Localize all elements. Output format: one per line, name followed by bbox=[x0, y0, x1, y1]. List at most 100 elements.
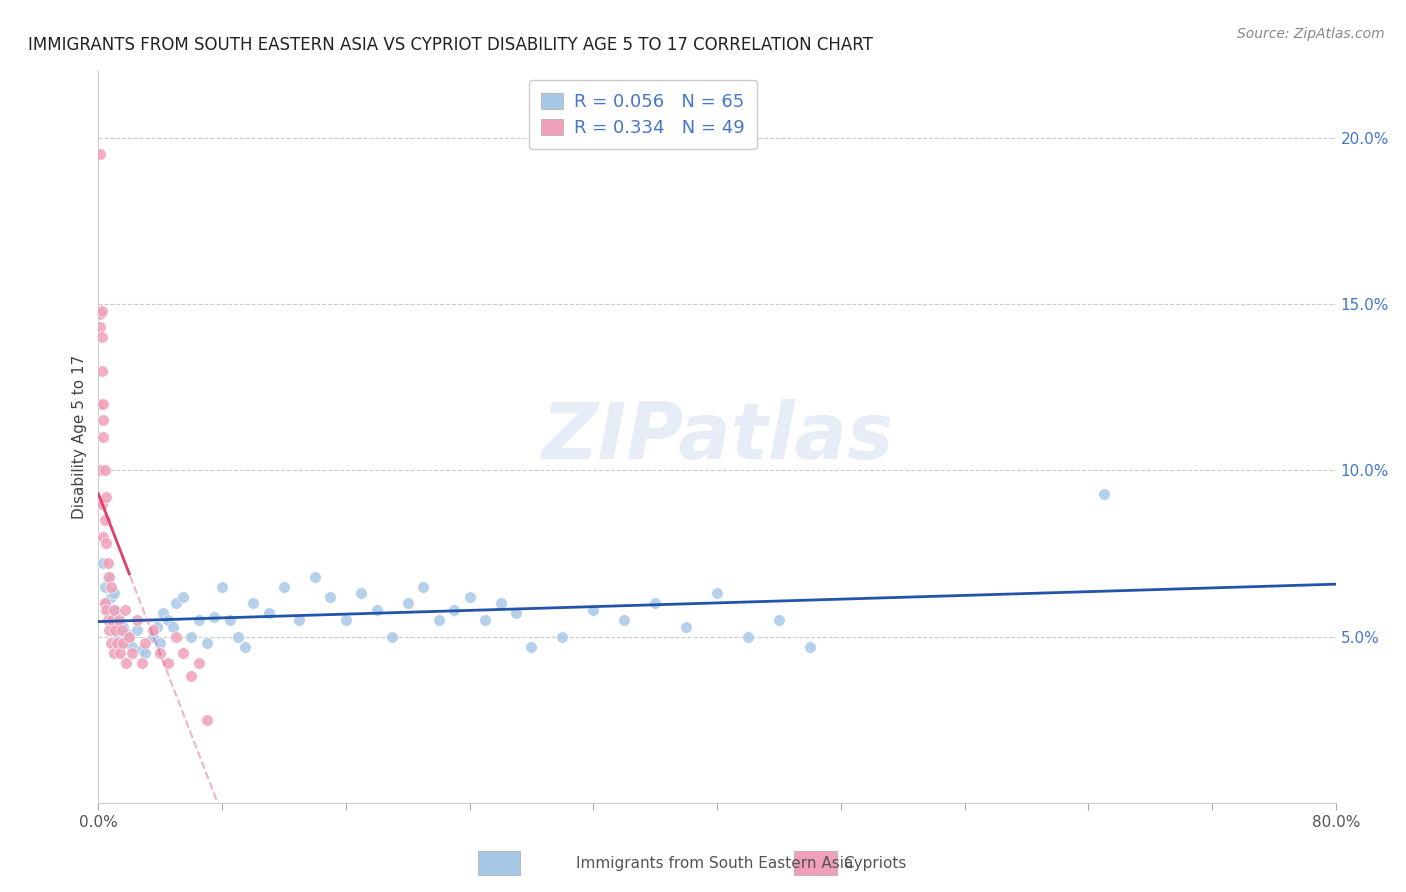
Point bbox=[89, 320, 111, 334]
Point bbox=[100, 636, 122, 650]
Point bbox=[381, 630, 404, 644]
Point bbox=[180, 669, 202, 683]
Point bbox=[118, 632, 141, 647]
Point bbox=[188, 656, 211, 670]
Legend: R = 0.056   N = 65, R = 0.334   N = 49: R = 0.056 N = 65, R = 0.334 N = 49 bbox=[529, 80, 756, 150]
Point bbox=[104, 623, 127, 637]
Point bbox=[104, 603, 127, 617]
Point bbox=[114, 603, 136, 617]
Point bbox=[127, 623, 149, 637]
Point bbox=[98, 570, 121, 584]
Point bbox=[520, 640, 543, 654]
Point bbox=[107, 630, 129, 644]
Text: Cypriots: Cypriots bbox=[844, 855, 907, 871]
Point bbox=[134, 636, 156, 650]
Point bbox=[412, 580, 434, 594]
Point bbox=[90, 330, 112, 344]
Point bbox=[90, 497, 112, 511]
Point bbox=[675, 619, 697, 633]
Point bbox=[134, 646, 156, 660]
Point bbox=[103, 586, 125, 600]
Point bbox=[90, 363, 112, 377]
Point bbox=[165, 630, 187, 644]
Point bbox=[97, 570, 120, 584]
Point bbox=[582, 603, 605, 617]
Y-axis label: Disability Age 5 to 17: Disability Age 5 to 17 bbox=[72, 355, 87, 519]
Point bbox=[242, 596, 264, 610]
Point bbox=[108, 646, 131, 660]
Point bbox=[157, 656, 180, 670]
Bar bbox=[794, 851, 837, 875]
Point bbox=[427, 613, 450, 627]
Point bbox=[101, 613, 124, 627]
Point bbox=[173, 646, 195, 660]
Point bbox=[335, 613, 357, 627]
Bar bbox=[478, 851, 520, 875]
Point bbox=[98, 623, 121, 637]
Point bbox=[91, 557, 114, 571]
Point bbox=[396, 596, 419, 610]
Point bbox=[105, 616, 128, 631]
Point bbox=[219, 613, 242, 627]
Point bbox=[149, 636, 172, 650]
Point bbox=[93, 580, 115, 594]
Point bbox=[235, 640, 257, 654]
Point bbox=[211, 580, 233, 594]
Point bbox=[188, 613, 211, 627]
Text: Source: ZipAtlas.com: Source: ZipAtlas.com bbox=[1237, 27, 1385, 41]
Text: Immigrants from South Eastern Asia: Immigrants from South Eastern Asia bbox=[576, 855, 853, 871]
Point bbox=[146, 619, 169, 633]
Point bbox=[100, 580, 122, 594]
Point bbox=[115, 626, 138, 640]
Point bbox=[366, 603, 388, 617]
Point bbox=[204, 609, 226, 624]
Point bbox=[89, 147, 111, 161]
Point bbox=[1092, 486, 1115, 500]
Point bbox=[799, 640, 821, 654]
Point bbox=[93, 596, 115, 610]
Point bbox=[108, 623, 131, 637]
Point bbox=[226, 630, 249, 644]
Point bbox=[443, 603, 465, 617]
Point bbox=[107, 613, 129, 627]
Point bbox=[98, 603, 121, 617]
Point bbox=[173, 590, 195, 604]
Point bbox=[103, 603, 125, 617]
Point bbox=[105, 636, 128, 650]
Point bbox=[195, 713, 218, 727]
Point bbox=[257, 607, 280, 621]
Point bbox=[112, 636, 135, 650]
Point bbox=[350, 586, 373, 600]
Text: IMMIGRANTS FROM SOUTH EASTERN ASIA VS CYPRIOT DISABILITY AGE 5 TO 17 CORRELATION: IMMIGRANTS FROM SOUTH EASTERN ASIA VS CY… bbox=[28, 36, 873, 54]
Point bbox=[97, 613, 120, 627]
Point bbox=[91, 530, 114, 544]
Point bbox=[101, 613, 124, 627]
Point bbox=[89, 397, 111, 411]
Point bbox=[288, 613, 311, 627]
Point bbox=[121, 646, 143, 660]
Point bbox=[91, 413, 114, 427]
Point bbox=[304, 570, 326, 584]
Point bbox=[613, 613, 636, 627]
Point bbox=[115, 656, 138, 670]
Point bbox=[93, 513, 115, 527]
Point bbox=[142, 623, 165, 637]
Point bbox=[91, 430, 114, 444]
Point bbox=[91, 397, 114, 411]
Point bbox=[97, 557, 120, 571]
Point bbox=[180, 630, 202, 644]
Point bbox=[644, 596, 666, 610]
Point bbox=[89, 307, 111, 321]
Point bbox=[458, 590, 481, 604]
Point bbox=[157, 613, 180, 627]
Point bbox=[111, 623, 134, 637]
Point bbox=[112, 619, 135, 633]
Point bbox=[768, 613, 790, 627]
Point bbox=[273, 580, 295, 594]
Point bbox=[149, 646, 172, 660]
Point bbox=[162, 619, 184, 633]
Point bbox=[96, 536, 118, 550]
Point bbox=[505, 607, 527, 621]
Point bbox=[489, 596, 512, 610]
Point bbox=[131, 643, 153, 657]
